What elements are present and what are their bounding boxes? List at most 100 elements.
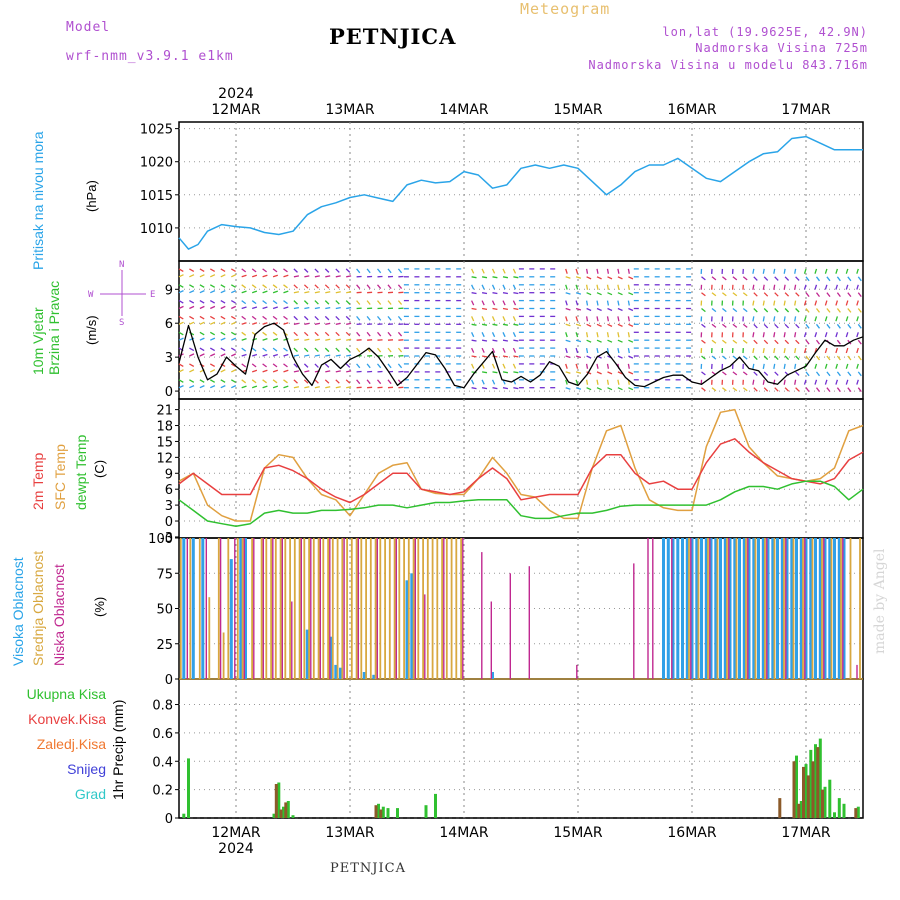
wind-barb	[293, 347, 298, 353]
wind-barb	[795, 292, 800, 297]
mid_cloud-bar	[388, 538, 391, 679]
wind-barb	[824, 363, 828, 369]
wind-barb	[293, 306, 300, 310]
mid_cloud-bar	[441, 538, 443, 679]
wind-barb	[847, 387, 852, 393]
wind-barb	[199, 385, 205, 389]
wind-barb	[293, 370, 300, 373]
high_cloud-bar	[733, 538, 737, 679]
mid_cloud-bar	[308, 538, 310, 679]
mid_cloud-bar	[745, 538, 747, 679]
wind-barb	[366, 268, 371, 274]
conv_precip-bar	[274, 784, 278, 818]
wind-barb	[742, 355, 748, 360]
high_cloud-bar	[671, 538, 675, 679]
wind-barb	[303, 331, 309, 337]
wind-barb	[178, 315, 184, 320]
wind-barb	[335, 275, 341, 278]
wind-barb	[628, 339, 634, 343]
wind-barb	[502, 268, 506, 274]
top-year-label: 2024	[218, 86, 254, 102]
wind-barb	[376, 315, 382, 321]
mid_cloud-bar	[274, 538, 277, 679]
total_precip-bar	[837, 798, 841, 818]
high_cloud-bar	[681, 538, 684, 679]
wind-barb	[596, 363, 599, 369]
wind-barb	[512, 363, 517, 369]
wind-barb	[209, 284, 216, 288]
conv_precip-bar	[374, 805, 378, 818]
wind-barb	[752, 332, 755, 338]
wind-barb	[565, 355, 571, 359]
conv-precip-legend: Konvek.Kisa	[28, 711, 106, 727]
wind-barb	[387, 347, 392, 353]
mid_cloud-bar	[303, 538, 306, 679]
high_cloud-bar	[305, 629, 309, 679]
wind-barb	[586, 276, 592, 280]
high_cloud-bar	[704, 538, 708, 679]
wind-barb	[857, 355, 862, 361]
wind-barb	[272, 353, 278, 357]
wind-barb	[845, 316, 849, 322]
wind-barb	[471, 292, 477, 295]
wind-barb	[481, 371, 488, 374]
wind-barb	[314, 268, 319, 273]
low_cloud-bar	[234, 538, 236, 679]
wind-barb	[701, 371, 706, 376]
wind-barb	[272, 274, 278, 278]
wind-barb	[252, 353, 258, 357]
wind-barb	[762, 347, 765, 354]
wind-barb	[492, 323, 498, 326]
wind-barb	[199, 315, 205, 320]
wind-barb	[471, 339, 477, 342]
wind-barb	[803, 300, 807, 306]
wind-barb	[565, 268, 568, 274]
wind-barb	[617, 355, 623, 359]
mid_cloud-bar	[365, 538, 367, 679]
mid_cloud-bar	[450, 538, 453, 679]
pressure-ytick-label: 1015	[140, 189, 173, 204]
dewpt-line	[178, 480, 864, 528]
total_precip-bar	[795, 755, 798, 818]
high_cloud-bar	[818, 538, 822, 679]
mid_cloud-bar	[369, 538, 372, 679]
wind-barb	[345, 347, 351, 353]
wind-barb	[325, 370, 331, 373]
wind-barb	[835, 268, 839, 274]
wind-barb	[575, 339, 582, 343]
wind-barb	[814, 332, 818, 338]
low_cloud-bar	[823, 538, 825, 679]
wind-barb	[293, 291, 300, 294]
wind-barb	[565, 323, 571, 327]
bottom-year-label: 2024	[218, 841, 254, 857]
wind-barb	[565, 316, 568, 322]
low_cloud-bar	[804, 538, 806, 679]
wind-barb	[314, 291, 320, 294]
wind-barb	[325, 354, 331, 357]
temperature-ytick-label: 21	[156, 404, 173, 419]
low_cloud-bar	[690, 538, 692, 679]
wind-barb	[596, 379, 599, 385]
wind-barb	[220, 331, 226, 336]
wind-barb	[565, 284, 568, 290]
wind-barb	[805, 276, 810, 282]
wind-barb	[742, 292, 748, 297]
wind-barb	[627, 332, 630, 338]
wind-barb	[241, 347, 247, 352]
mid_cloud-bar	[284, 538, 287, 679]
wind-barb	[231, 353, 237, 357]
wind-barb	[565, 371, 571, 374]
high_cloud-bar	[372, 674, 376, 679]
wind-barb	[847, 308, 852, 313]
wind-barb	[701, 355, 706, 360]
pressure-ytick-label: 1010	[140, 222, 173, 237]
wind-barb	[387, 284, 392, 290]
mid_cloud-bar	[265, 538, 268, 679]
wind-barb	[262, 347, 267, 352]
mid_cloud-bar	[336, 538, 339, 679]
high_cloud-bar	[334, 664, 338, 679]
mid_cloud-bar	[412, 538, 415, 679]
high_cloud-bar	[695, 538, 699, 679]
wind-barb	[762, 284, 765, 290]
wind-barb	[324, 347, 330, 353]
